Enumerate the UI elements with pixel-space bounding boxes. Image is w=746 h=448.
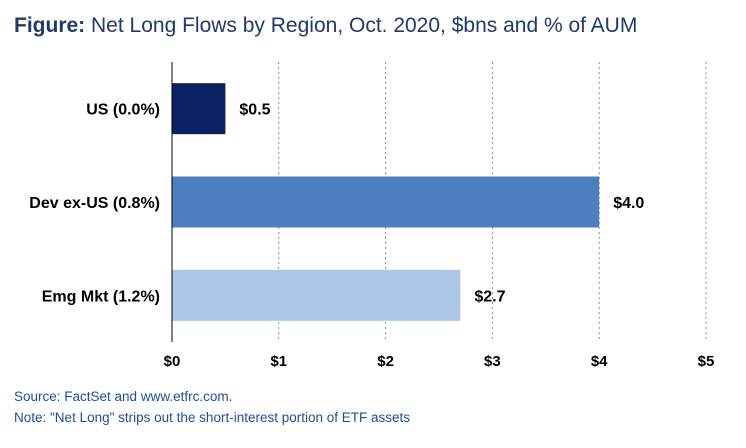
bars	[172, 83, 600, 321]
title-text: Net Long Flows by Region, Oct. 2020, $bn…	[91, 14, 638, 37]
data-label: $2.7	[474, 288, 505, 305]
category-label: Emg Mkt (1.2%)	[42, 288, 160, 305]
net-long-note: Note: "Net Long" strips out the short-in…	[14, 410, 411, 425]
x-tick-labels: $0 $1 $2 $3 $4 $5	[164, 353, 715, 370]
x-tick-label: $0	[164, 353, 181, 370]
x-tick-label: $4	[591, 353, 608, 370]
x-tick-label: $1	[270, 353, 287, 370]
footnotes: Source: FactSet and www.etfrc.com. Note:…	[14, 386, 410, 428]
category-label: US (0.0%)	[86, 102, 160, 119]
x-tick-label: $3	[484, 353, 501, 370]
bar	[172, 176, 600, 228]
title-prefix: Figure:	[14, 14, 86, 37]
bar	[172, 83, 226, 135]
category-labels: US (0.0%) Dev ex-US (0.8%) Emg Mkt (1.2%)	[29, 102, 160, 306]
chart-title: Figure: Net Long Flows by Region, Oct. 2…	[14, 14, 637, 38]
data-label: $0.5	[239, 102, 270, 119]
category-label: Dev ex-US (0.8%)	[29, 195, 160, 212]
source-note: Source: FactSet and www.etfrc.com.	[14, 389, 233, 404]
data-labels: $0.5 $4.0 $2.7	[239, 102, 644, 306]
data-label: $4.0	[613, 195, 644, 212]
bar	[172, 269, 461, 321]
x-tick-label: $2	[377, 353, 394, 370]
x-tick-label: $5	[698, 353, 715, 370]
